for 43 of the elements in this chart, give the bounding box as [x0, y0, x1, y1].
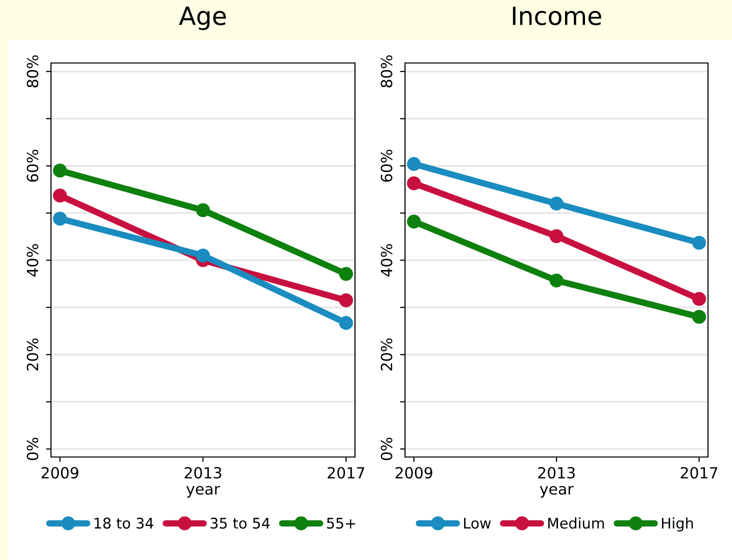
point: [339, 316, 354, 330]
x-tick-label: 2009: [42, 466, 78, 479]
point: [196, 203, 210, 218]
point: [52, 188, 67, 203]
y-tick-label: 60%: [380, 150, 392, 182]
x-tick-label: 2009: [396, 466, 432, 479]
legend-label: 18 to 34: [94, 518, 154, 529]
point: [692, 310, 706, 324]
y-tick-label: 0%: [26, 438, 38, 460]
point: [550, 229, 564, 244]
point: [692, 236, 706, 250]
legend-label: 55+: [327, 518, 356, 529]
y-tick-label: 20%: [26, 338, 38, 370]
y-tick-label: 80%: [380, 55, 392, 88]
legend-label: Medium: [548, 517, 604, 529]
y-tick-label: 80%: [26, 55, 38, 88]
point: [196, 248, 210, 262]
point: [406, 176, 421, 190]
point: [692, 292, 706, 306]
point: [339, 293, 354, 308]
x-tick-label: 2013: [538, 466, 575, 479]
point: [406, 214, 421, 228]
y-tick-label: 20%: [380, 338, 392, 370]
y-tick-label: 0%: [380, 438, 392, 460]
legend-label: 35 to 54: [210, 518, 270, 529]
y-tick-label: 60%: [26, 150, 38, 182]
point: [52, 212, 67, 226]
point: [550, 196, 564, 211]
point: [550, 274, 564, 288]
point: [52, 164, 67, 178]
legend-label: Low: [464, 518, 491, 529]
x-axis-title: year: [186, 486, 220, 498]
legend-label: High: [662, 517, 693, 532]
chart-title: Income: [512, 6, 602, 26]
x-tick-label: 2017: [328, 466, 364, 479]
x-axis-title: year: [540, 486, 574, 498]
chart-title: Age: [179, 6, 226, 30]
x-tick-label: 2017: [680, 466, 718, 479]
point: [406, 157, 421, 171]
y-tick-label: 40%: [380, 244, 392, 276]
y-tick-label: 40%: [26, 244, 38, 276]
point: [339, 266, 354, 281]
x-tick-label: 2013: [184, 466, 222, 479]
